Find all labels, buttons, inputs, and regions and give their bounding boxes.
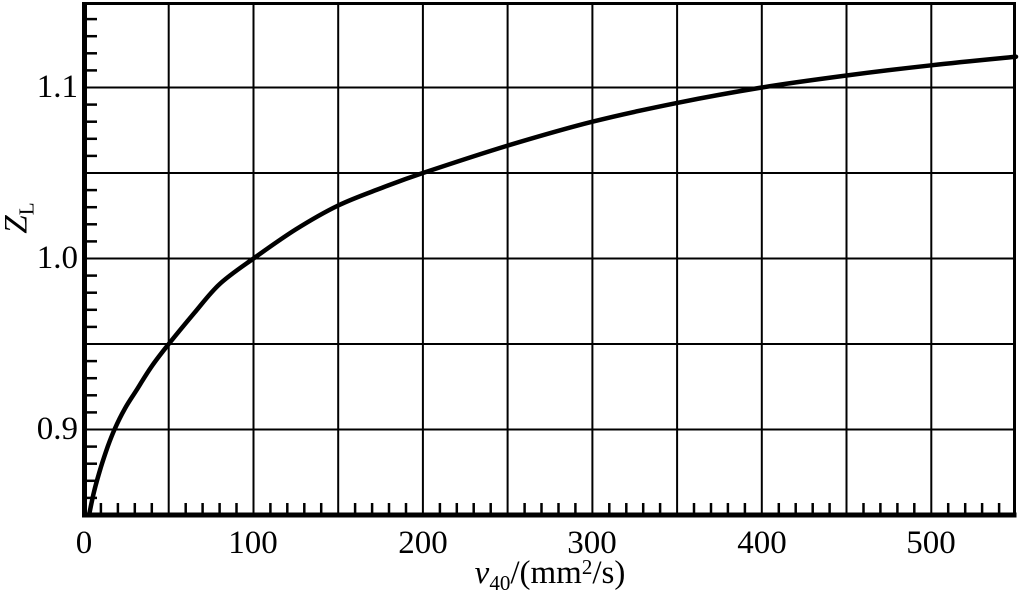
y-title-subscript: L	[14, 202, 39, 216]
x-tick-label: 0	[75, 525, 93, 561]
y-tick-label: 1.0	[36, 240, 78, 276]
x-tick-label: 300	[567, 525, 617, 561]
x-title-symbol: ν	[474, 555, 490, 591]
x-axis-title: ν40/(mm2/s)	[84, 554, 1016, 594]
x-title-superscript: 2	[581, 555, 593, 579]
y-tick-label: 1.1	[36, 69, 78, 105]
x-tick-label: 100	[228, 525, 278, 561]
y-axis-title-text: ZL	[0, 202, 39, 234]
x-tick-label: 500	[906, 525, 956, 561]
x-title-unit-close: /s)	[592, 555, 626, 591]
y-tick-label: 0.9	[36, 411, 78, 447]
y-title-symbol: Z	[0, 215, 35, 234]
x-tick-label: 400	[737, 525, 787, 561]
x-tick-label: 200	[398, 525, 448, 561]
x-title-unit-open: /(mm	[510, 555, 582, 591]
x-title-subscript: 40	[489, 571, 511, 595]
data-curve	[86, 54, 1019, 518]
